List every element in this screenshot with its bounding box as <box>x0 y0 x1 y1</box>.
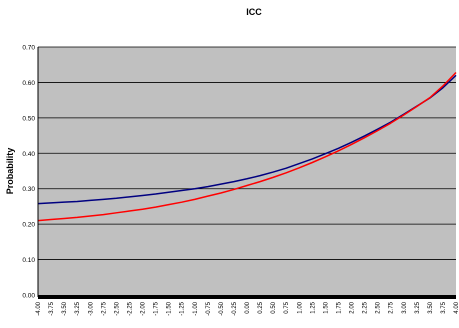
x-tick-label: -0.25 <box>232 301 238 315</box>
x-tick-label: 3.75 <box>441 301 447 313</box>
x-tick-label: 0.75 <box>284 301 290 313</box>
y-tick-label: 0.20 <box>22 222 35 229</box>
y-axis-label: Probability <box>5 148 15 195</box>
x-tick-label: 2.25 <box>363 301 369 313</box>
x-tick-label: 1.50 <box>323 301 329 313</box>
x-tick-label: 1.25 <box>310 301 316 313</box>
chart-title: ICC <box>246 7 262 17</box>
y-tick-label: 0.40 <box>22 151 35 158</box>
x-tick-label: -1.00 <box>193 301 199 315</box>
y-tick-label: 0.60 <box>22 80 35 87</box>
x-tick-label: -4.00 <box>36 301 42 315</box>
x-tick-label: -2.25 <box>127 301 133 315</box>
x-tick-label: -2.50 <box>114 301 120 315</box>
x-tick-label: -1.25 <box>180 301 186 315</box>
x-tick-label: 3.25 <box>415 301 421 313</box>
x-tick-label: 4.00 <box>454 301 459 313</box>
x-tick-label: 2.00 <box>350 301 356 313</box>
x-tick-label: -0.75 <box>206 301 212 315</box>
x-tick-label: 0.00 <box>245 301 251 313</box>
gridlines <box>38 46 456 260</box>
x-tick-label: 1.00 <box>297 301 303 313</box>
y-tick-label: 0.50 <box>22 115 35 122</box>
series-line-1 <box>37 74 457 205</box>
plot-area <box>38 47 456 295</box>
y-tick-labels: 0.00 0.10 0.20 0.30 0.40 0.50 0.60 0.70 <box>22 45 35 300</box>
x-tick-label: -3.25 <box>75 301 81 315</box>
x-tick-label: -3.50 <box>62 301 68 315</box>
series-line-2 <box>37 71 457 222</box>
x-tick-label: -2.00 <box>141 301 147 315</box>
y-tick-label: 0.10 <box>22 257 35 264</box>
y-tick-label: 0.70 <box>22 45 35 52</box>
x-tick-label: -0.50 <box>219 301 225 315</box>
x-tick-label: 1.75 <box>336 301 342 313</box>
x-tick-label: -1.50 <box>167 301 173 315</box>
x-tick-label: 0.50 <box>271 301 277 313</box>
x-tick-labels: -4.00 -3.75 -3.50 -3.25 -3.00 -2.75 -2.50 -2.25… <box>36 301 459 315</box>
x-tick-label: -2.75 <box>101 301 107 315</box>
x-tick-label: 2.75 <box>389 301 395 313</box>
x-tick-label: -1.75 <box>154 301 160 315</box>
x-tick-label: 0.25 <box>258 301 264 313</box>
series-lines <box>37 71 457 222</box>
x-tick-label: 3.50 <box>428 301 434 313</box>
x-tick-label: 2.50 <box>376 301 382 313</box>
x-tick-label: 3.00 <box>402 301 408 313</box>
y-tick-label: 0.00 <box>22 293 35 300</box>
x-tick-label: -3.00 <box>88 301 94 315</box>
y-tick-label: 0.30 <box>22 186 35 193</box>
x-tick-label: -3.75 <box>49 301 55 315</box>
